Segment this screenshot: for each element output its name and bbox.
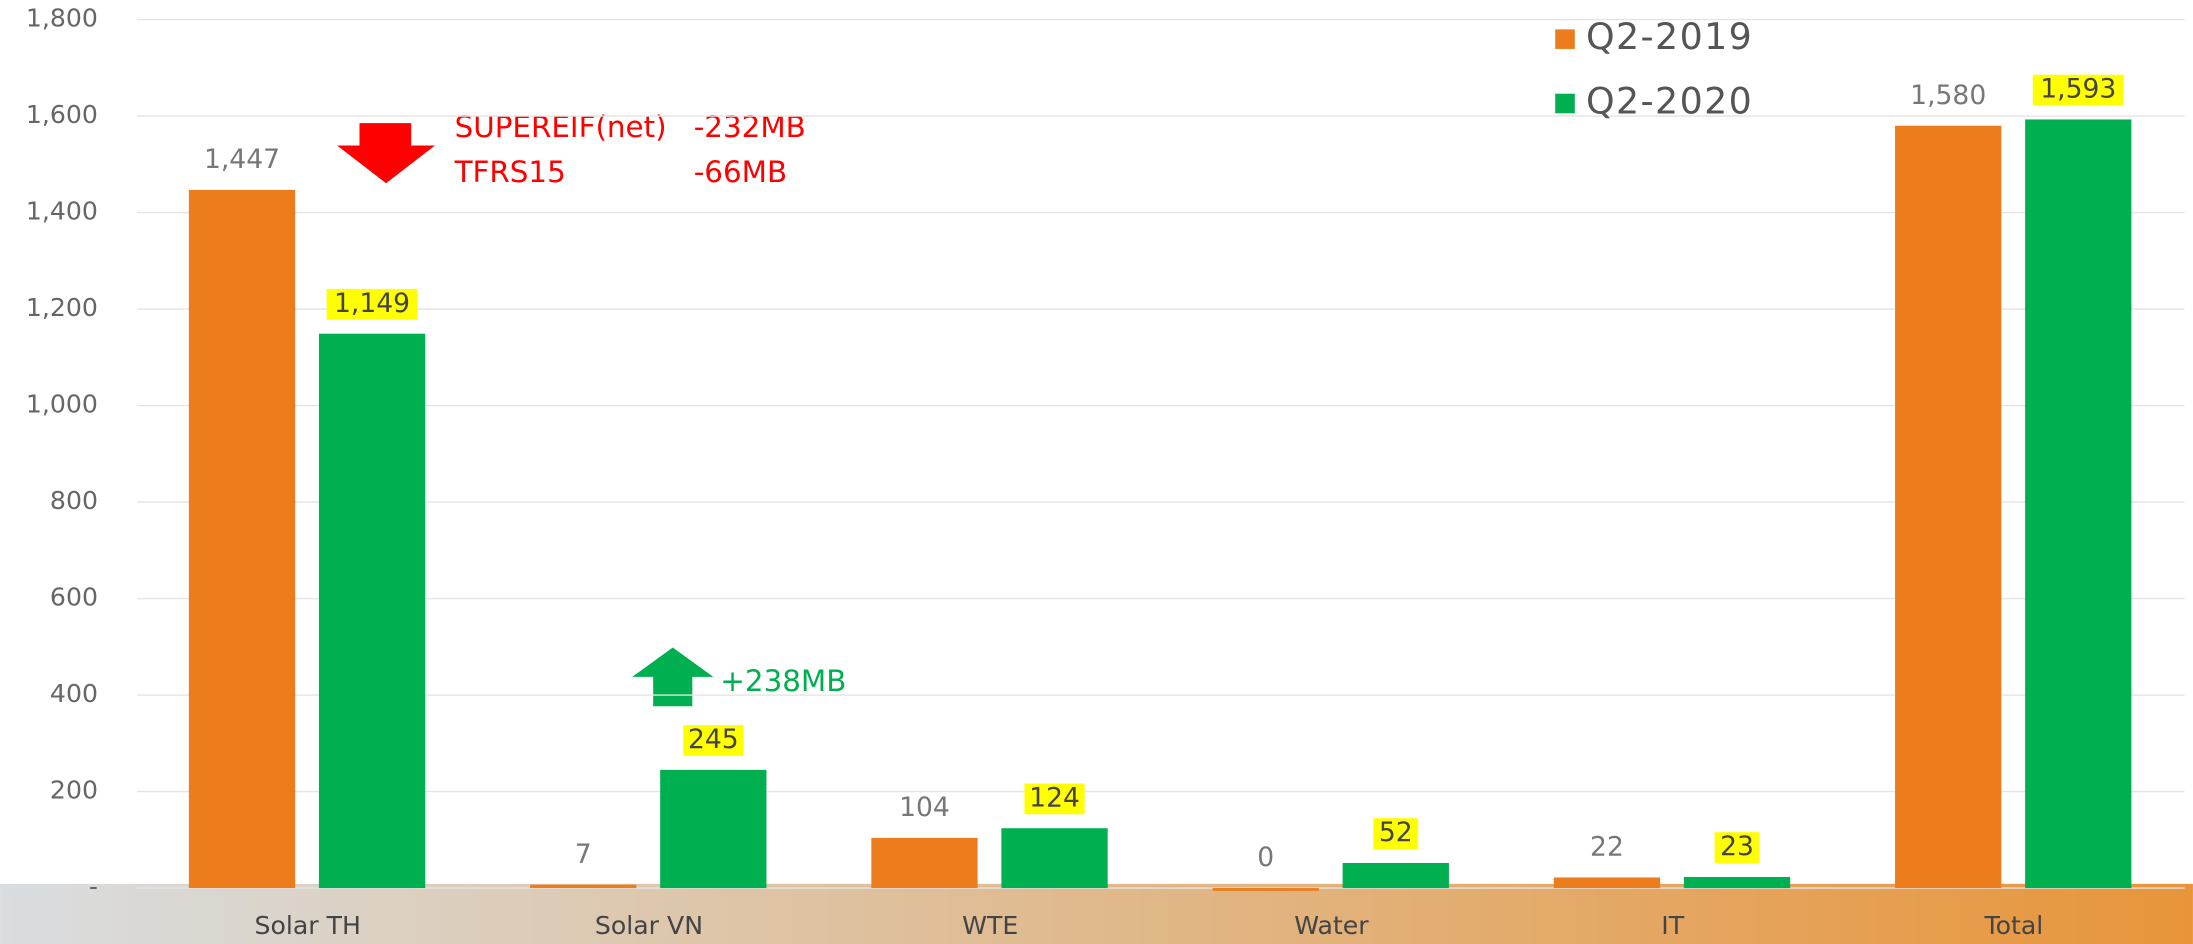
label-highlight <box>1024 783 1085 815</box>
value-label: 1,447 <box>204 144 280 175</box>
y-tick-label: - <box>89 872 98 901</box>
value-label: 52 <box>1379 817 1413 848</box>
x-tick-label: Water <box>1294 911 1369 940</box>
bar <box>660 769 767 889</box>
down-arrow <box>337 123 436 184</box>
value-label: 245 <box>688 724 739 755</box>
value-label: 124 <box>1029 782 1080 813</box>
annotation: -66MB <box>694 155 787 189</box>
value-label: 0 <box>1257 842 1274 873</box>
x-tick-label: Solar VN <box>595 911 703 940</box>
bar <box>318 333 426 889</box>
legend-swatch <box>1555 29 1575 49</box>
x-tick-label: Total <box>1984 911 2044 940</box>
label-highlight <box>326 288 418 320</box>
legend-label: Q2-2020 <box>1586 79 1753 122</box>
bar <box>1683 876 1791 889</box>
up-arrow <box>632 647 714 707</box>
x-tick-label: WTE <box>962 911 1018 940</box>
label-highlight <box>2032 74 2124 106</box>
value-label: 22 <box>1590 832 1624 863</box>
annotation: +238MB <box>720 664 846 698</box>
annotation: TFRS15 <box>454 155 566 189</box>
bar <box>1001 828 1108 889</box>
value-label: 1,149 <box>334 288 410 319</box>
y-tick-label: 800 <box>50 486 98 515</box>
label-highlight <box>1714 832 1760 863</box>
y-tick-label: 400 <box>50 679 98 708</box>
value-label: 1,580 <box>1910 80 1986 111</box>
y-tick-label: 1,400 <box>26 197 98 226</box>
y-tick-label: 1,800 <box>26 4 98 33</box>
x-tick-label: IT <box>1661 911 1684 940</box>
value-label: 1,593 <box>2040 74 2116 105</box>
bar <box>2025 119 2132 889</box>
label-highlight <box>683 725 744 756</box>
axis-band <box>0 883 2193 944</box>
label-highlight <box>1373 818 1419 849</box>
bar <box>1212 888 1319 891</box>
bar <box>871 837 978 889</box>
value-label: 23 <box>1720 831 1754 862</box>
y-tick-label: 1,000 <box>26 390 98 419</box>
annotation: SUPEREIF(net) <box>455 110 667 144</box>
bar <box>1342 862 1449 889</box>
bar <box>188 189 296 889</box>
annotation: -232MB <box>694 110 806 144</box>
bar <box>1553 877 1661 889</box>
x-tick-label: Solar TH <box>255 911 361 940</box>
y-tick-label: 200 <box>50 776 98 805</box>
bar <box>530 884 637 889</box>
y-tick-label: 1,600 <box>26 100 98 129</box>
y-tick-label: 600 <box>50 583 98 612</box>
legend-label: Q2-2019 <box>1586 15 1753 58</box>
y-tick-label: 1,200 <box>26 293 98 322</box>
bar <box>1895 125 2002 889</box>
value-label: 7 <box>575 839 592 870</box>
value-label: 104 <box>899 792 950 823</box>
legend-swatch <box>1555 93 1575 114</box>
